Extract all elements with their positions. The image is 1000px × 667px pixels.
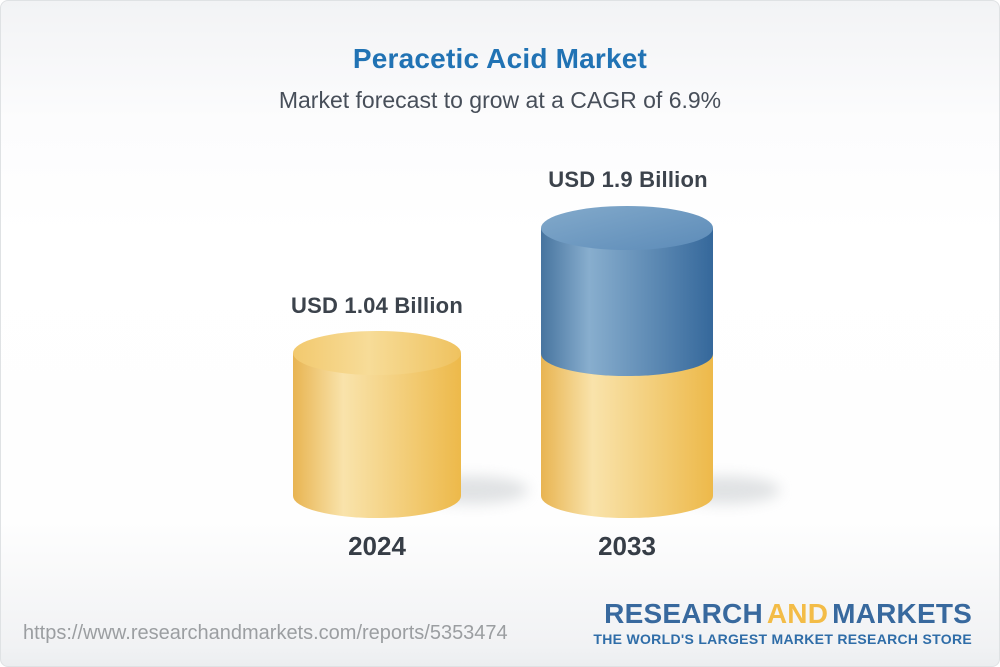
bar-2033-blue-segment	[541, 228, 713, 376]
logo-word-research: RESEARCH	[604, 598, 763, 629]
cylinder-bar-chart	[293, 206, 780, 518]
bar-2033	[541, 206, 780, 518]
logo-word-markets: MARKETS	[832, 598, 972, 629]
bar-2033-blue-top	[541, 206, 713, 250]
page-subtitle: Market forecast to grow at a CAGR of 6.9…	[278, 87, 722, 113]
logo-word-and: AND	[766, 598, 829, 629]
bar-2024	[293, 331, 528, 518]
bar-2024-top	[293, 331, 461, 375]
bar-2033-yellow-segment	[541, 354, 713, 518]
logo-tagline: THE WORLD'S LARGEST MARKET RESEARCH STOR…	[593, 631, 972, 647]
value-label-2033: USD 1.9 Billion	[548, 167, 708, 192]
value-label-2024: USD 1.04 Billion	[291, 293, 463, 318]
page-title: Peracetic Acid Market	[352, 43, 648, 74]
research-and-markets-logo: RESEARCH AND MARKETS THE WORLD'S LARGEST M…	[593, 599, 972, 648]
bar-2024-body	[293, 353, 461, 518]
logo-wordmark: RESEARCH AND MARKETS	[604, 599, 972, 629]
category-label-2033: 2033	[598, 531, 656, 561]
category-label-2024: 2024	[348, 531, 406, 561]
report-url: https://www.researchandmarkets.com/repor…	[23, 622, 508, 644]
